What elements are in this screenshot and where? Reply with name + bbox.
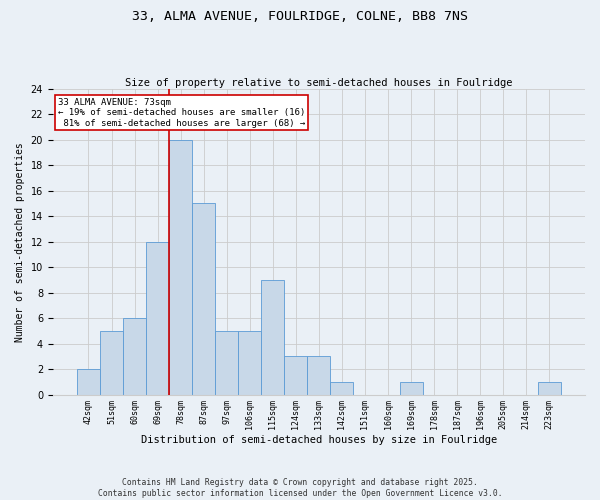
- Bar: [192, 204, 215, 394]
- Bar: [169, 140, 192, 394]
- X-axis label: Distribution of semi-detached houses by size in Foulridge: Distribution of semi-detached houses by …: [141, 435, 497, 445]
- Text: Contains HM Land Registry data © Crown copyright and database right 2025.
Contai: Contains HM Land Registry data © Crown c…: [98, 478, 502, 498]
- Bar: [331, 382, 353, 394]
- Text: 33 ALMA AVENUE: 73sqm
← 19% of semi-detached houses are smaller (16)
 81% of sem: 33 ALMA AVENUE: 73sqm ← 19% of semi-deta…: [58, 98, 305, 128]
- Y-axis label: Number of semi-detached properties: Number of semi-detached properties: [15, 142, 25, 342]
- Bar: [284, 356, 307, 395]
- Bar: [100, 331, 123, 394]
- Title: Size of property relative to semi-detached houses in Foulridge: Size of property relative to semi-detach…: [125, 78, 512, 88]
- Bar: [77, 369, 100, 394]
- Bar: [538, 382, 561, 394]
- Bar: [238, 331, 261, 394]
- Text: 33, ALMA AVENUE, FOULRIDGE, COLNE, BB8 7NS: 33, ALMA AVENUE, FOULRIDGE, COLNE, BB8 7…: [132, 10, 468, 23]
- Bar: [307, 356, 331, 395]
- Bar: [400, 382, 422, 394]
- Bar: [123, 318, 146, 394]
- Bar: [215, 331, 238, 394]
- Bar: [261, 280, 284, 394]
- Bar: [146, 242, 169, 394]
